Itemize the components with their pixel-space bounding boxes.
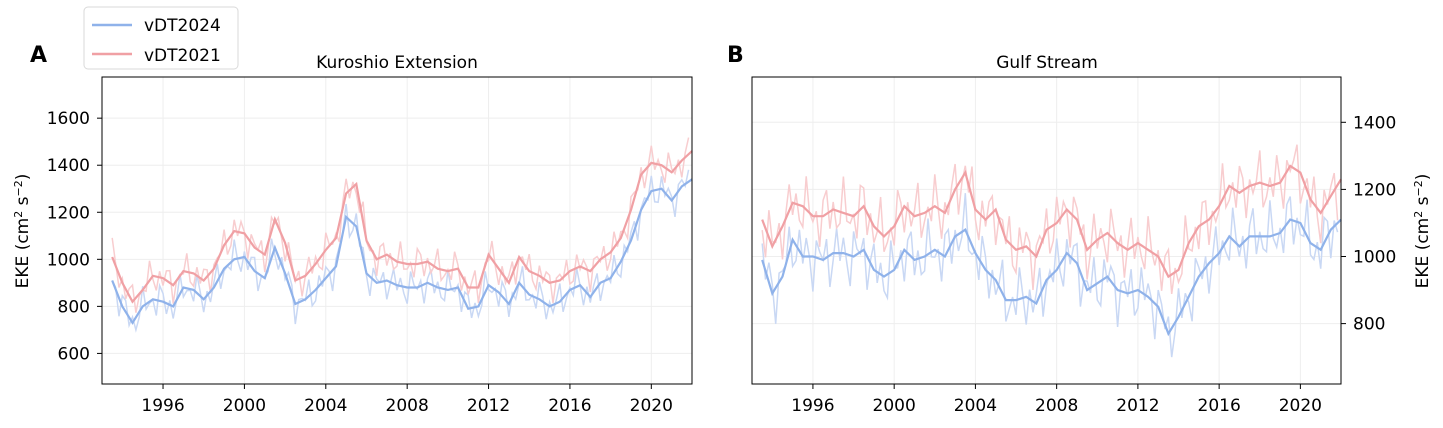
x-tick-label: 2012 [1116,396,1159,416]
y-tick-label: 1400 [1353,113,1396,133]
x-tick-label: 2012 [467,396,510,416]
x-tick-label: 2020 [630,396,673,416]
series-line-vdt2024 [111,178,693,325]
y-tick-label: 1000 [47,250,90,270]
panel-b-chart: B Gulf Stream 1996 2000 2004 2008 2012 2016 20… [727,43,1433,416]
x-tick-label: 2008 [386,396,429,416]
x-tick-label: 1996 [791,396,834,416]
panel-a-plot-area: 1996 2000 2004 2008 2012 2016 2020 600 800 1000 12… [47,76,693,416]
x-tick-label: 2016 [1198,396,1241,416]
legend-label-vdt2024: vDT2024 [144,16,221,36]
panel-b-y-axis-label: EKE (cm2 s−2) [1412,174,1434,289]
panel-a-chart: A Kuroshio Extension 1996 2000 2004 2008 201… [12,43,693,416]
panel-b-letter: B [727,43,744,68]
panel-a-title: Kuroshio Extension [316,53,478,73]
x-tick-label: 2004 [304,396,347,416]
y-tick-label: 800 [58,297,90,317]
x-tick-label: 1996 [141,396,184,416]
y-tick-label: 600 [58,344,90,364]
series-line-vdt2024 [761,218,1342,337]
panel-b-frame [751,76,1342,385]
y-tick-label: 1000 [1353,248,1396,268]
legend: vDT2024 vDT2021 [83,6,239,70]
panel-a-y-axis-label: EKE (cm2 s−2) [12,174,34,289]
panel-b-title: Gulf Stream [996,53,1098,73]
y-tick-label: 1600 [47,109,90,129]
y-tick-label: 1400 [47,156,90,176]
series-raw-vdt2021 [761,144,1339,294]
panel-b-plot-area: 1996 2000 2004 2008 2012 2016 2020 800 1000 1200 1… [751,76,1396,416]
y-tick-label: 1200 [1353,180,1396,200]
x-tick-label: 2016 [548,396,591,416]
x-tick-label: 2020 [1279,396,1322,416]
series-line-vdt2021 [761,164,1342,279]
series-line-vdt2021 [111,150,693,304]
x-tick-label: 2004 [954,396,997,416]
y-tick-label: 1200 [47,203,90,223]
y-tick-label: 800 [1353,315,1385,335]
panel-a-letter: A [30,43,47,68]
x-tick-label: 2000 [223,396,266,416]
panel-a-frame [101,76,693,385]
x-tick-label: 2008 [1035,396,1078,416]
x-tick-label: 2000 [873,396,916,416]
legend-label-vdt2021: vDT2021 [144,46,221,66]
